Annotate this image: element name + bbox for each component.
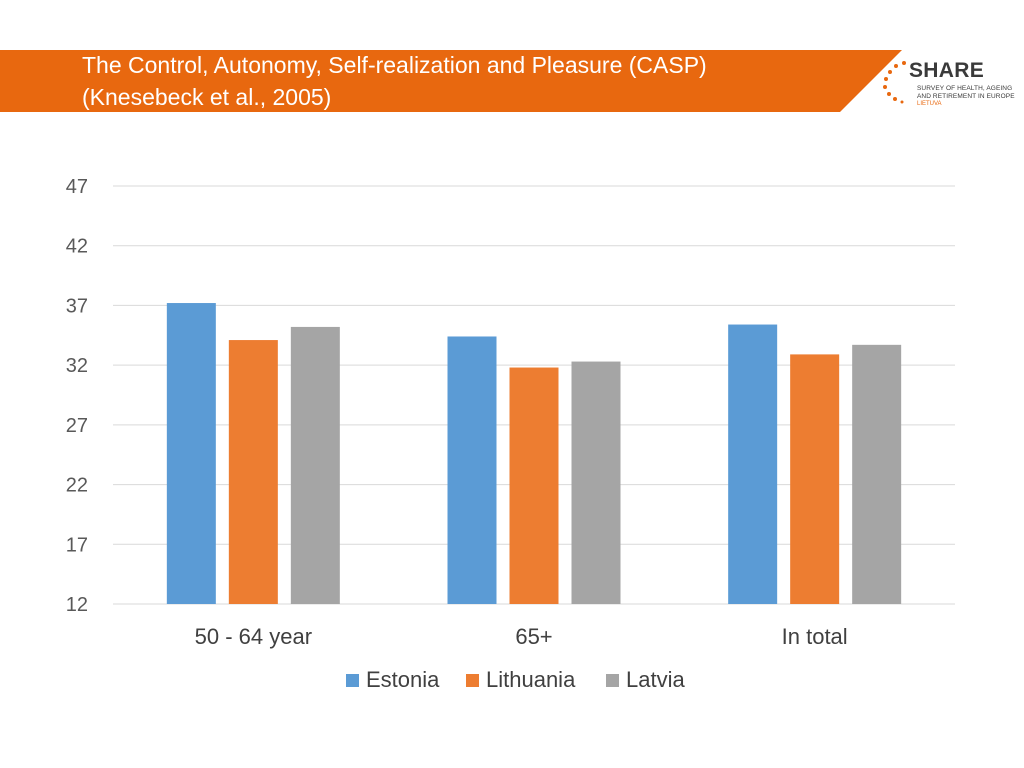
title-banner: The Control, Autonomy, Self-realization …: [0, 0, 1024, 130]
legend-label: Lithuania: [486, 667, 576, 692]
legend-entry: Latvia: [606, 667, 685, 692]
bar: [728, 324, 778, 604]
legend-swatch: [466, 673, 479, 687]
y-tick-label: 32: [66, 355, 88, 377]
legend-entry: Lithuania: [466, 667, 576, 692]
legend-entry: Estonia: [346, 667, 440, 692]
y-tick-label: 22: [66, 475, 88, 497]
bar: [790, 354, 840, 604]
bar: [447, 336, 497, 604]
y-tick-label: 37: [66, 295, 88, 317]
legend-swatch: [346, 673, 359, 687]
legend-label: Estonia: [366, 667, 440, 692]
bar: [228, 340, 278, 604]
x-tick-label: 50 - 64 year: [195, 624, 312, 649]
bar: [509, 367, 559, 604]
page-title-line-1: The Control, Autonomy, Self-realization …: [82, 52, 707, 78]
banner-shape: [0, 50, 902, 112]
y-tick-label: 27: [66, 415, 88, 437]
y-tick-label: 17: [66, 534, 88, 556]
y-tick-label: 12: [66, 594, 88, 616]
legend-label: Latvia: [626, 667, 685, 692]
page-title-line-2: (Knesebeck et al., 2005): [82, 84, 332, 110]
logo-swirl-icon: [883, 61, 906, 104]
bar: [290, 326, 340, 604]
bar: [852, 344, 902, 604]
bar-chart: 12 17 22 27 32 37 42 47 50 - 64 year 65+ In total: [66, 176, 955, 649]
logo-subtitle-2: AND RETIREMENT IN EUROPE: [917, 93, 1015, 100]
logo-country: LIETUVA: [917, 101, 942, 107]
x-tick-label: 65+: [515, 624, 552, 649]
legend-swatch: [606, 673, 619, 687]
y-tick-label: 47: [66, 176, 88, 198]
bar: [571, 361, 621, 604]
logo-subtitle-1: SURVEY OF HEALTH, AGEING: [917, 85, 1013, 92]
x-tick-label: In total: [782, 624, 848, 649]
share-logo: SHARE SURVEY OF HEALTH, AGEING AND RETIR…: [880, 52, 1024, 112]
bar: [166, 303, 216, 604]
y-tick-label: 42: [66, 236, 88, 258]
logo-name: SHARE: [909, 59, 985, 82]
